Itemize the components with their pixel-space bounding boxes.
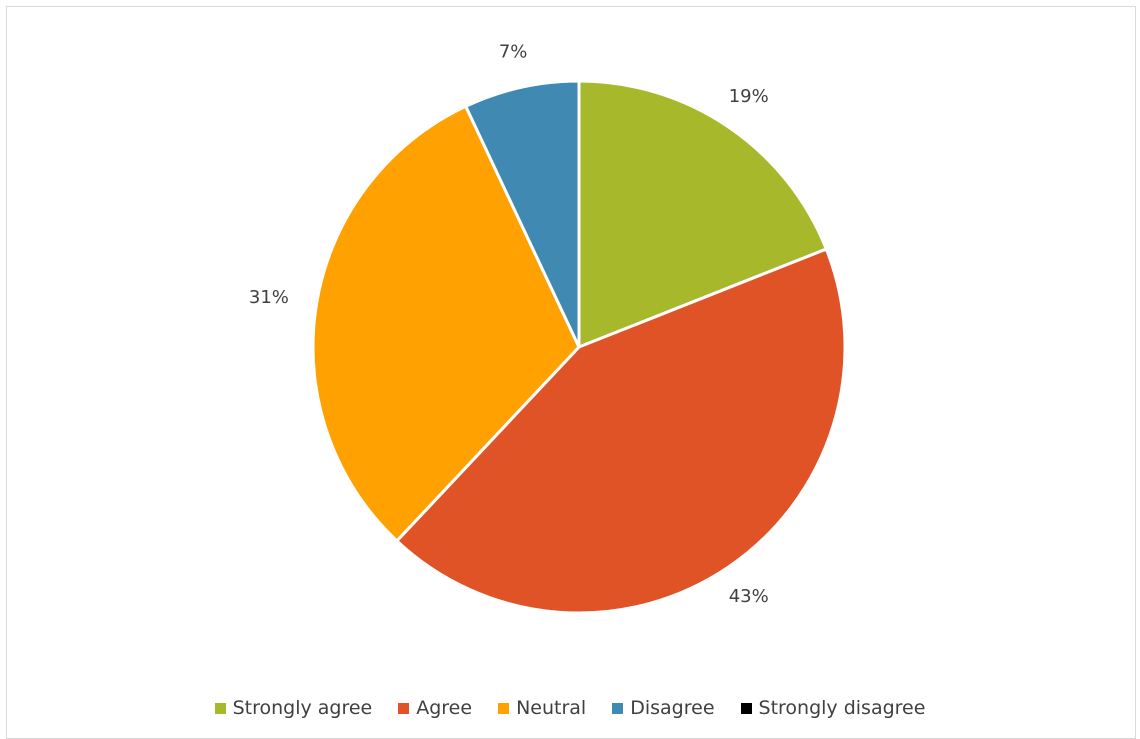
legend-item-strongly-disagree: Strongly disagree xyxy=(740,697,926,719)
legend-item-agree: Agree xyxy=(398,697,472,719)
legend-item-disagree: Disagree xyxy=(612,697,715,719)
legend-item-neutral: Neutral xyxy=(498,697,586,719)
data-label-agree: 43% xyxy=(729,586,769,607)
legend-swatch xyxy=(214,702,226,714)
pie-slice-agree xyxy=(395,247,847,615)
pie-data-labels: 19% 43% 31% 7% xyxy=(249,41,769,607)
pie-slices xyxy=(311,79,847,615)
legend-swatch xyxy=(498,702,510,714)
legend-label: Strongly agree xyxy=(232,697,373,719)
data-label-strongly-agree: 19% xyxy=(729,86,769,107)
pie-slice-strongly-agree xyxy=(577,79,828,349)
legend-swatch xyxy=(398,702,410,714)
pie-slice-disagree xyxy=(464,79,581,349)
legend-label: Neutral xyxy=(516,697,587,719)
legend-label: Strongly disagree xyxy=(758,697,926,719)
legend-swatch xyxy=(612,702,624,714)
legend-swatch xyxy=(740,702,752,714)
pie-slice-neutral xyxy=(311,104,581,543)
legend-label: Agree xyxy=(416,697,473,719)
legend-item-strongly-agree: Strongly agree xyxy=(214,697,373,719)
data-label-disagree: 7% xyxy=(499,41,528,62)
chart-legend: Strongly agree Agree Neutral Disagree Strong… xyxy=(0,697,1140,719)
data-label-neutral: 31% xyxy=(249,287,289,308)
legend-label: Disagree xyxy=(630,697,715,719)
